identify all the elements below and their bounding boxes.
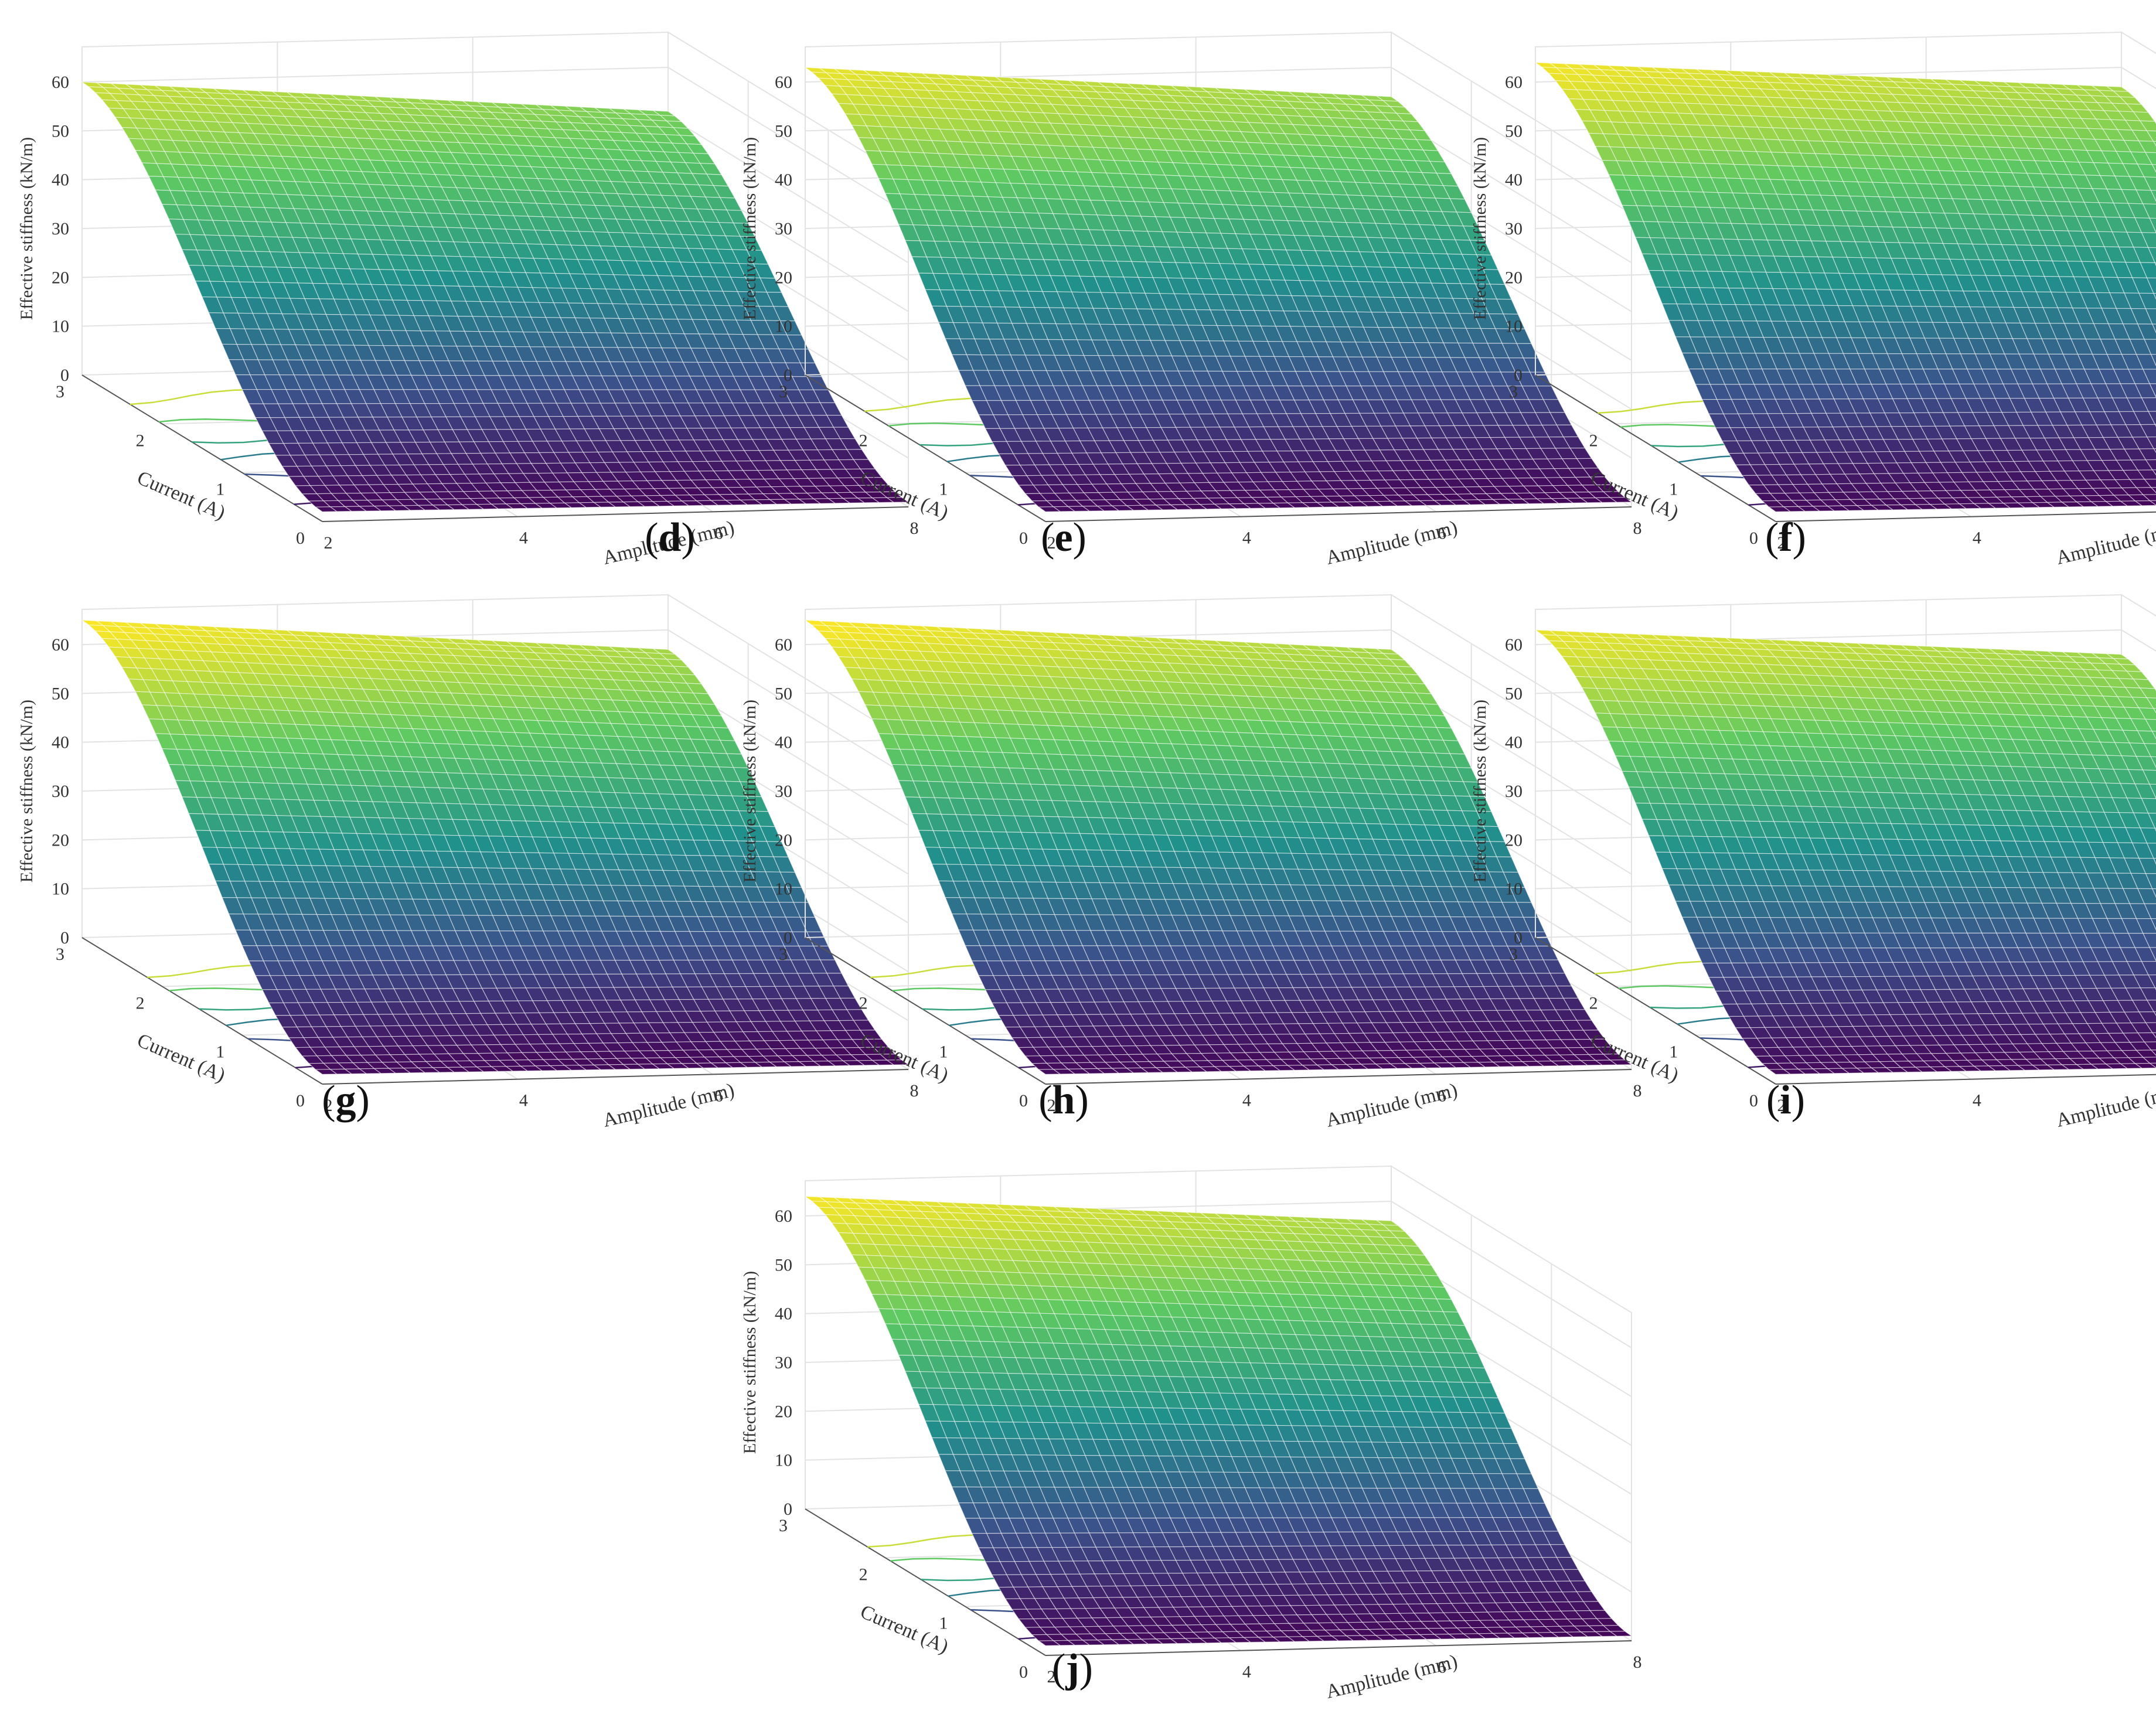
z-tick-label: 30 (775, 219, 792, 239)
z-tick-label: 40 (52, 171, 69, 190)
z-tick-label: 10 (775, 317, 792, 336)
panel-label-close: ) (681, 515, 694, 560)
panel-label-close: ) (1073, 515, 1086, 560)
panel-label-d: (d) (645, 515, 695, 560)
x-tick-label: 4 (519, 529, 528, 548)
panel-label-open: ( (1041, 515, 1054, 560)
x-tick-label: 8 (1633, 519, 1642, 538)
z-tick-label: 10 (1505, 317, 1523, 336)
x-tick-label: 8 (910, 519, 919, 538)
z-axis-label: Effective stiffness (kN/m) (17, 137, 36, 320)
z-tick-label: 20 (52, 268, 69, 287)
x-axis-label: Amplitude (mm) (2054, 517, 2156, 569)
panel-label-f: (f) (1765, 515, 1806, 560)
panel-label-open: ( (645, 515, 658, 560)
panel-label-close: ) (1793, 515, 1806, 560)
y-tick-label: 2 (859, 431, 868, 450)
y-tick-label: 3 (1509, 382, 1518, 401)
x-tick-label: 4 (1242, 529, 1251, 548)
y-axis-label: Current (A) (134, 467, 229, 524)
y-tick-label: 3 (56, 382, 64, 401)
panel-label-letter: f (1779, 515, 1793, 560)
panel-label-open: ( (1765, 515, 1779, 560)
z-axis-label: Effective stiffness (kN/m) (1470, 137, 1490, 320)
y-tick-label: 1 (216, 480, 224, 499)
y-tick-label: 2 (1589, 431, 1598, 450)
z-tick-label: 30 (1505, 219, 1523, 239)
y-tick-label: 2 (136, 431, 145, 450)
y-tick-label: 0 (296, 529, 305, 548)
z-tick-label: 20 (1505, 268, 1523, 287)
z-tick-label: 20 (775, 268, 792, 287)
z-axis-label: Effective stiffness (kN/m) (740, 137, 759, 320)
current-axis (81, 374, 323, 522)
z-tick-label: 60 (52, 73, 69, 92)
grid-line (81, 66, 909, 214)
x-tick-label: 4 (1973, 529, 1981, 548)
x-axis-label: Amplitude (mm) (1324, 517, 1460, 569)
z-tick-label: 50 (52, 121, 69, 141)
panel-label-letter: e (1054, 515, 1072, 560)
z-tick-label: 30 (52, 219, 69, 239)
z-tick-label: 40 (775, 171, 792, 190)
y-tick-label: 1 (939, 480, 948, 499)
y-tick-label: 3 (779, 382, 788, 401)
y-tick-label: 0 (1749, 529, 1758, 548)
y-tick-label: 0 (1019, 529, 1028, 548)
z-tick-label: 10 (52, 317, 69, 336)
z-tick-label: 60 (775, 73, 792, 92)
z-tick-label: 60 (1505, 73, 1523, 92)
y-tick-label: 1 (1669, 480, 1678, 499)
surface-mesh (1534, 62, 2156, 512)
z-tick-label: 40 (1505, 171, 1523, 190)
z-tick-label: 50 (1505, 121, 1523, 141)
z-tick-label: 50 (775, 121, 792, 141)
amplitude-axis (322, 506, 909, 522)
x-tick-label: 2 (324, 533, 333, 553)
panel-label-letter: d (659, 515, 682, 560)
panel-label-e: (e) (1041, 515, 1086, 560)
surface-mesh (80, 81, 910, 512)
